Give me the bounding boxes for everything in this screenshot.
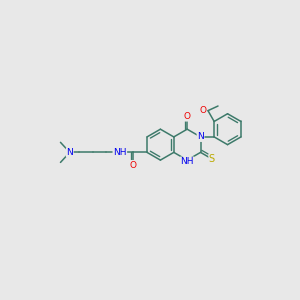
Text: N: N — [197, 132, 204, 141]
Text: NH: NH — [180, 157, 194, 166]
Text: S: S — [209, 154, 215, 164]
Text: N: N — [66, 148, 73, 157]
Text: O: O — [130, 160, 137, 169]
Text: O: O — [184, 112, 191, 121]
Text: O: O — [200, 106, 206, 115]
Text: NH: NH — [113, 148, 127, 157]
